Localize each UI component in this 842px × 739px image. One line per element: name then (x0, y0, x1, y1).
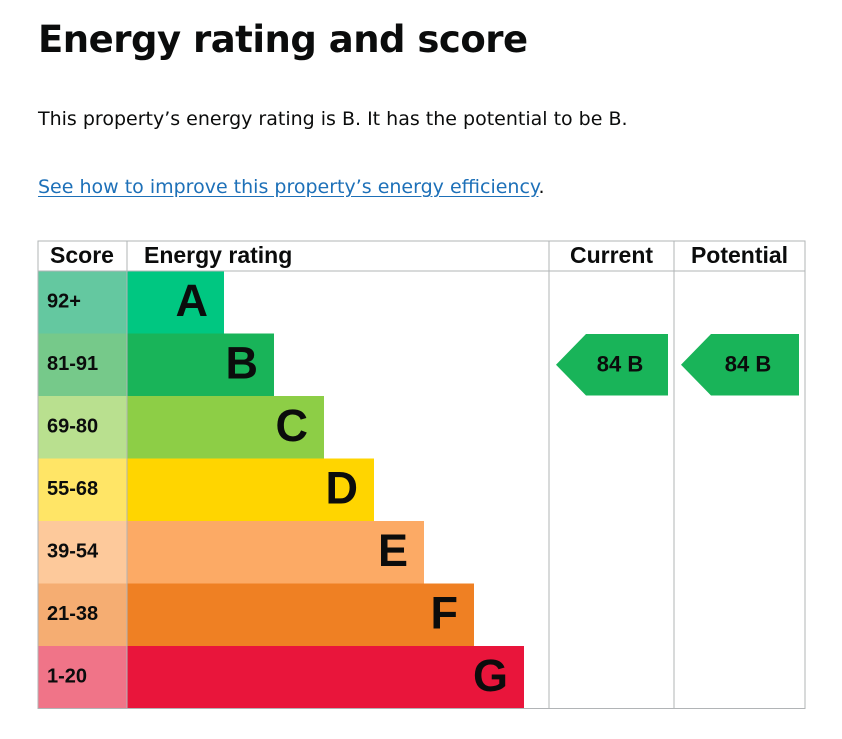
score-range-e: 39-54 (47, 541, 99, 563)
current-rating-label: 84 B (597, 352, 643, 377)
score-cell-c (38, 396, 127, 459)
rating-bar-e (127, 521, 424, 584)
chart-border (37, 240, 806, 709)
score-range-d: 55-68 (47, 478, 98, 500)
improve-link-line: See how to improve this property’s energ… (38, 172, 545, 202)
rating-summary: This property’s energy rating is B. It h… (38, 108, 628, 130)
potential-rating-label: 84 B (725, 352, 771, 377)
rating-letter-a: A (176, 275, 209, 326)
rating-letter-g: G (473, 650, 508, 701)
rating-letter-d: D (326, 463, 359, 514)
rating-letter-f: F (431, 588, 459, 639)
score-range-c: 69-80 (47, 416, 98, 438)
score-range-a: 92+ (47, 291, 81, 313)
column-header-potential: Potential (691, 242, 788, 268)
rating-bar-g (127, 646, 524, 709)
rating-bar-b (127, 333, 274, 396)
score-cell-g (38, 646, 127, 709)
score-cell-e (38, 521, 127, 584)
column-header-current: Current (570, 242, 653, 268)
score-cell-d (38, 458, 127, 521)
rating-bar-a (127, 271, 224, 334)
rating-letter-e: E (378, 525, 408, 576)
rating-letter-c: C (276, 400, 309, 451)
rating-bar-d (127, 458, 374, 521)
page-title: Energy rating and score (38, 18, 528, 61)
score-cell-a (38, 271, 127, 334)
current-arrow (556, 334, 668, 396)
rating-bar-f (127, 583, 474, 646)
score-range-b: 81-91 (47, 353, 98, 375)
rating-letter-b: B (226, 338, 259, 389)
score-range-f: 21-38 (47, 603, 98, 625)
rating-bar-c (127, 396, 324, 459)
column-header-score: Score (50, 242, 114, 268)
score-cell-b (38, 333, 127, 396)
improve-efficiency-link[interactable]: See how to improve this property’s energ… (38, 176, 539, 198)
potential-arrow (681, 334, 799, 396)
link-suffix: . (538, 176, 545, 198)
column-header-energy-rating: Energy rating (144, 242, 292, 268)
score-range-g: 1-20 (47, 666, 87, 688)
score-cell-f (38, 583, 127, 646)
